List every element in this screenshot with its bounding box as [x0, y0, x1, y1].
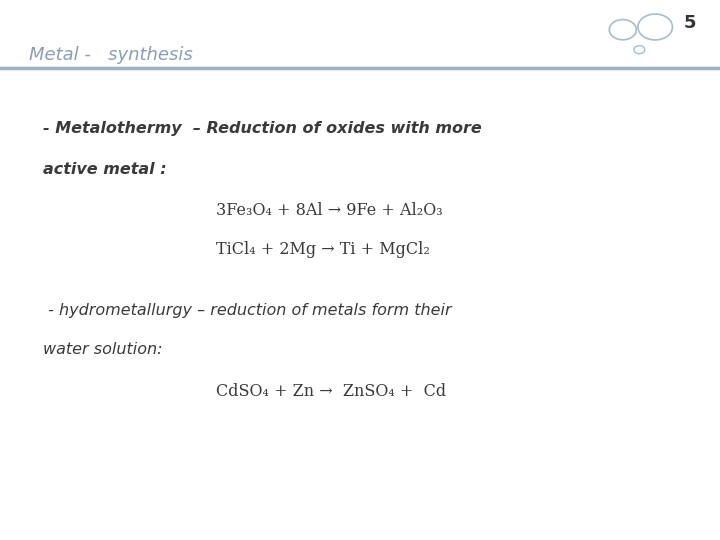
Text: active metal :: active metal :	[43, 162, 167, 177]
Text: - hydrometallurgy – reduction of metals form their: - hydrometallurgy – reduction of metals …	[43, 303, 452, 319]
Text: TiCl₄ + 2Mg → Ti + MgCl₂: TiCl₄ + 2Mg → Ti + MgCl₂	[216, 241, 430, 258]
Text: Metal -   synthesis: Metal - synthesis	[29, 46, 192, 64]
Text: 3Fe₃O₄ + 8Al → 9Fe + Al₂O₃: 3Fe₃O₄ + 8Al → 9Fe + Al₂O₃	[216, 202, 443, 219]
Text: water solution:: water solution:	[43, 342, 163, 357]
Text: CdSO₄ + Zn →  ZnSO₄ +  Cd: CdSO₄ + Zn → ZnSO₄ + Cd	[216, 383, 446, 400]
Text: 5: 5	[683, 14, 696, 31]
Text: - Metalothermy  – Reduction of oxides with more: - Metalothermy – Reduction of oxides wit…	[43, 122, 482, 137]
